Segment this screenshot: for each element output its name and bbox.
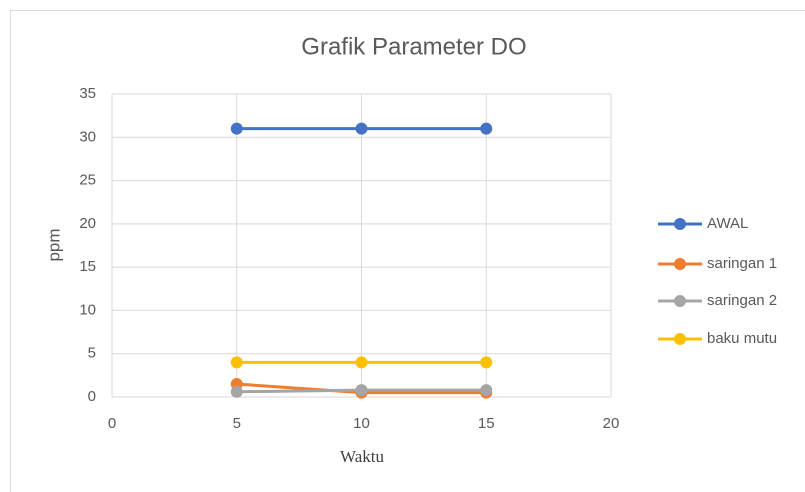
legend-marker [674, 333, 686, 345]
x-tick-label: 20 [603, 415, 620, 432]
data-point [355, 122, 368, 135]
x-tick-label: 0 [108, 415, 116, 432]
y-tick-label: 5 [88, 345, 96, 362]
legend-label: saringan 1 [707, 255, 777, 272]
legend-marker [674, 258, 686, 270]
y-tick-label: 15 [79, 258, 96, 275]
data-point [230, 385, 243, 398]
data-point [230, 356, 243, 369]
y-tick-label: 35 [79, 85, 96, 102]
y-tick-label: 30 [79, 128, 96, 145]
legend-marker [674, 218, 686, 230]
data-point [480, 384, 493, 397]
x-tick-label: 15 [478, 415, 495, 432]
x-tick-label: 5 [233, 415, 241, 432]
data-point [480, 356, 493, 369]
x-tick-label: 10 [353, 415, 370, 432]
legend-label: saringan 2 [707, 292, 777, 309]
data-point [480, 122, 493, 135]
y-tick-label: 10 [79, 301, 96, 318]
y-tick-label: 25 [79, 172, 96, 189]
chart-frame [10, 10, 805, 492]
y-tick-label: 0 [88, 388, 96, 405]
y-axis-label: ppm [44, 228, 63, 261]
y-tick-label: 20 [79, 215, 96, 232]
chart-title: Grafik Parameter DO [301, 33, 526, 60]
data-point [355, 356, 368, 369]
legend-label: AWAL [707, 215, 748, 232]
x-axis-label: Waktu [340, 447, 384, 466]
legend-label: baku mutu [707, 330, 777, 347]
data-point [355, 384, 368, 397]
data-point [230, 122, 243, 135]
legend-marker [674, 295, 686, 307]
